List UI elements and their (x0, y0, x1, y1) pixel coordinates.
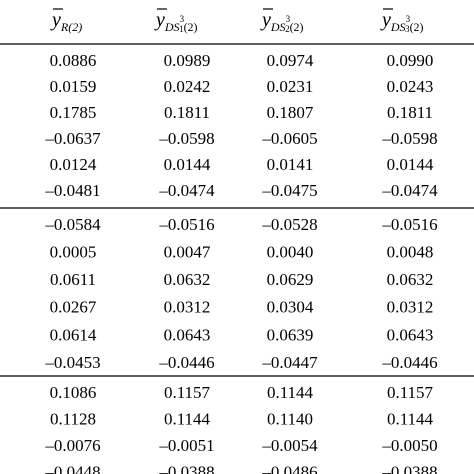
cell: 0.1157 (164, 383, 211, 402)
cell: –0.0598 (158, 129, 214, 148)
cell: 0.1811 (387, 103, 433, 122)
cell: –0.0637 (44, 129, 101, 148)
cell: 0.0989 (164, 51, 211, 70)
cell: 0.0886 (50, 51, 97, 70)
header-base: y (154, 9, 165, 31)
header-sub: DS (164, 20, 180, 34)
cell: –0.0448 (44, 462, 100, 474)
header-cell: yR(2) (50, 9, 82, 34)
cell: 0.0632 (164, 270, 211, 289)
cell: 0.0643 (387, 325, 434, 344)
cell: –0.0076 (44, 436, 100, 455)
cell: 0.0144 (164, 155, 211, 174)
cell: –0.0598 (381, 129, 437, 148)
cell: –0.0584 (44, 215, 101, 234)
cell: 0.1144 (387, 409, 434, 428)
cell: 0.1811 (164, 103, 210, 122)
header-sub2: 1 (179, 24, 184, 34)
cell: 0.0048 (387, 243, 434, 262)
cell: –0.0446 (158, 353, 214, 372)
cell: 0.0231 (267, 77, 314, 96)
cell: 0.0629 (267, 270, 314, 289)
cell: 0.0141 (267, 155, 314, 174)
cell: –0.0486 (261, 462, 317, 474)
cell: 0.1128 (50, 409, 96, 428)
cell: 0.1086 (50, 383, 97, 402)
cell: –0.0388 (158, 462, 214, 474)
cell: 0.1785 (50, 103, 97, 122)
header-base: y (50, 9, 61, 31)
cell: –0.0516 (158, 215, 214, 234)
cell: 0.0267 (50, 298, 97, 317)
cell: 0.1157 (387, 383, 434, 402)
cell: –0.0516 (381, 215, 437, 234)
header-cell: yDS3 3(2) (380, 9, 424, 34)
cell: 0.0124 (50, 155, 97, 174)
cell: 0.1144 (267, 383, 314, 402)
cell: 0.0144 (387, 155, 434, 174)
cell: 0.1807 (267, 103, 314, 122)
header-base: y (260, 9, 271, 31)
header-sub2: 2 (285, 24, 290, 34)
cell: 0.0312 (164, 298, 211, 317)
cell: 0.0611 (50, 270, 96, 289)
cell: –0.0474 (158, 181, 215, 200)
cell: 0.0643 (164, 325, 211, 344)
cell: 0.0243 (387, 77, 434, 96)
cell: 0.0159 (50, 77, 97, 96)
header-sup: 3 (180, 14, 185, 24)
cell: 0.1144 (164, 409, 211, 428)
cell: –0.0474 (381, 181, 438, 200)
header-sup: 3 (286, 14, 291, 24)
header-sub: DS (390, 20, 406, 34)
header-tail: (2) (410, 20, 424, 34)
header-sup: 3 (406, 14, 411, 24)
cell: 0.0639 (267, 325, 314, 344)
cell: –0.0453 (44, 353, 100, 372)
cell: –0.0388 (381, 462, 437, 474)
header-sub2: 3 (405, 24, 410, 34)
cell: –0.0481 (44, 181, 100, 200)
cell: –0.0446 (381, 353, 437, 372)
header-tail: (2) (290, 20, 304, 34)
cell: –0.0051 (158, 436, 214, 455)
cell: 0.0312 (387, 298, 434, 317)
header-cell: yDS3 2(2) (260, 9, 304, 34)
cell: 0.0990 (387, 51, 434, 70)
cell: –0.0054 (261, 436, 318, 455)
cell: 0.0632 (387, 270, 434, 289)
cell: –0.0528 (261, 215, 317, 234)
cell: –0.0050 (381, 436, 437, 455)
cell: 0.1140 (267, 409, 313, 428)
header-tail: (2) (184, 20, 198, 34)
cell: 0.0047 (164, 243, 211, 262)
header-base: y (380, 9, 391, 31)
cell: 0.0974 (267, 51, 314, 70)
header-cell: yDS3 1(2) (154, 9, 198, 34)
cell: 0.0304 (267, 298, 314, 317)
cell: –0.0605 (261, 129, 317, 148)
cell: –0.0475 (261, 181, 317, 200)
cell: 0.0614 (50, 325, 97, 344)
cell: 0.0242 (164, 77, 211, 96)
cell: 0.0005 (50, 243, 97, 262)
header-sub: DS (270, 20, 286, 34)
cell: 0.0040 (267, 243, 314, 262)
header-sub: R(2) (60, 20, 82, 34)
cell: –0.0447 (261, 353, 318, 372)
